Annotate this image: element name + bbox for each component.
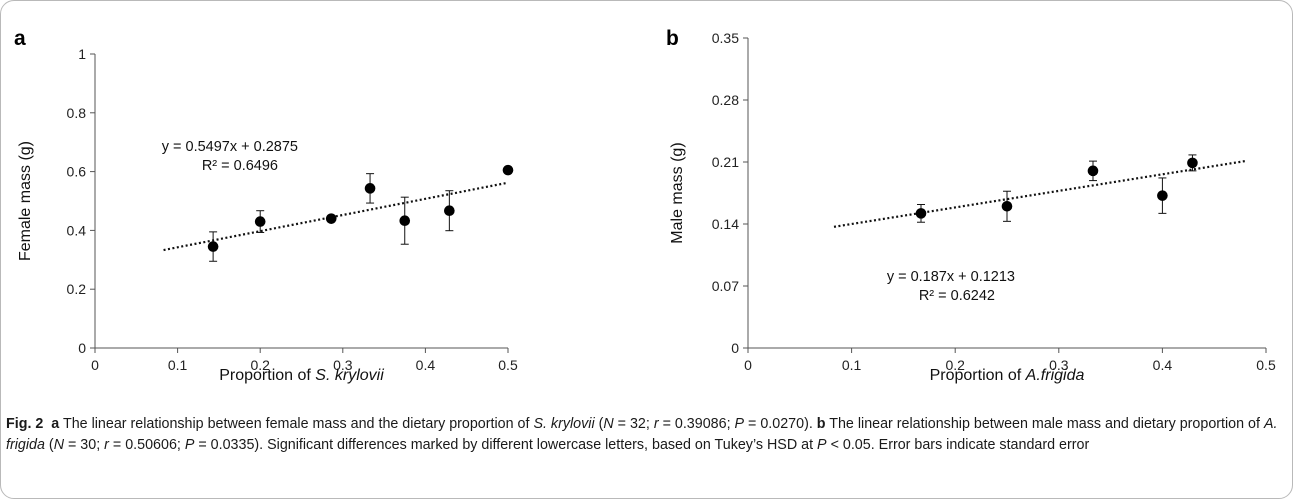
caption-a-text2: (	[594, 416, 604, 432]
x-tick-label: 0.3	[1049, 357, 1069, 373]
chart-b: 0 0.07 0.14 0.21 0.28 0.35 0 0.1 0.2 0.3 0.4 0.5 y =…	[666, 27, 1276, 384]
data-point	[444, 205, 455, 217]
y-tick-label: 0.07	[712, 278, 739, 294]
x-axis-title-prefix: Proportion of	[930, 367, 1026, 384]
caption-b-text2: (	[44, 437, 54, 453]
data-point	[502, 164, 514, 176]
caption-a-label: a	[51, 416, 60, 432]
caption-a-text1: The linear relationship between female m…	[59, 416, 534, 432]
x-axis-title: Proportion of S. krylovii	[219, 367, 384, 384]
y-tick-label: 0.4	[67, 222, 87, 238]
caption-b-species: A. frigida	[6, 416, 1278, 453]
x-tick-label: 0.5	[1256, 357, 1276, 373]
x-tick-label: 0.2	[250, 357, 270, 373]
caption-a-p: P	[734, 416, 745, 432]
y-tick-label: 0.14	[712, 216, 739, 232]
caption-b-text1: The linear relationship between male mas…	[825, 416, 1264, 432]
caption-b-text3: = 30;	[64, 437, 105, 453]
y-tick-label: 0.6	[67, 164, 87, 180]
y-axis-title: Male mass (g)	[669, 142, 686, 243]
regression-equation: y = 0.5497x + 0.2875	[162, 139, 298, 155]
x-tick-label: 0.2	[945, 357, 965, 373]
x-tick-label: 0.3	[333, 357, 353, 373]
data-point	[1187, 157, 1198, 169]
caption-b-text5: = 0.0335). Significant differences marke…	[194, 437, 818, 453]
x-tick-label: 0.1	[842, 357, 862, 373]
x-tick-label: 0	[744, 357, 752, 373]
figure-caption: Fig. 2 a The linear relationship between…	[6, 414, 1281, 456]
caption-fig-label: Fig. 2	[6, 416, 44, 432]
data-point	[364, 183, 376, 194]
caption-b-label: b	[816, 416, 826, 432]
y-tick-label: 0.21	[712, 154, 739, 170]
r-squared-label: R² = 0.6496	[202, 158, 278, 174]
caption-a-text4: = 0.39086;	[658, 416, 735, 432]
x-tick-label: 0.4	[1153, 357, 1173, 373]
x-axis-title: Proportion of A.frigida	[930, 367, 1085, 384]
r-squared-label: R² = 0.6242	[919, 288, 995, 304]
y-tick-label: 0.2	[67, 281, 87, 297]
panel-label: a	[14, 27, 26, 50]
caption-tukey-p: P	[817, 437, 827, 453]
caption-b-text4: = 0.50606;	[108, 437, 185, 453]
x-tick-label: 0	[91, 357, 99, 373]
caption-b-r: r	[104, 437, 109, 453]
panel-label: b	[666, 27, 679, 50]
x-tick-label: 0.5	[498, 357, 518, 373]
caption-a-r: r	[653, 416, 659, 432]
x-axis-title-species: S. krylovii	[315, 367, 384, 384]
x-tick-label: 0.1	[168, 357, 188, 373]
data-point	[399, 215, 411, 226]
x-tick-label: 0.4	[416, 357, 436, 373]
data-point	[325, 213, 337, 224]
chart-a: 0 0.2 0.4 0.6 0.8 1 0 0.1 0.2 0.3 0.4 0.5 y = 0.5497…	[14, 27, 518, 384]
caption-b-n: N	[53, 437, 65, 453]
trendline	[833, 159, 1246, 228]
data-point	[207, 241, 219, 252]
caption-a-species: S. krylovii	[533, 416, 595, 432]
data-point	[1087, 165, 1099, 177]
caption-tukey-text: < 0.05. Error bars indicate standard err…	[826, 437, 1090, 453]
x-axis-title-prefix: Proportion of	[219, 367, 315, 384]
y-tick-label: 1	[78, 46, 86, 62]
caption-a-text5: = 0.0270).	[744, 416, 817, 432]
data-point	[915, 208, 927, 219]
y-tick-label: 0.35	[712, 30, 739, 46]
y-axis-title: Female mass (g)	[17, 141, 34, 261]
data-point	[254, 216, 266, 227]
y-tick-label: 0	[78, 340, 86, 356]
data-point	[1001, 200, 1013, 212]
caption-a-n: N	[603, 416, 614, 432]
caption-b-p: P	[184, 437, 195, 453]
x-axis-title-species: A.frigida	[1025, 367, 1085, 384]
regression-equation: y = 0.187x + 0.1213	[887, 269, 1015, 285]
y-tick-label: 0.28	[712, 92, 739, 108]
charts-canvas: 0 0.2 0.4 0.6 0.8 1 0 0.1 0.2 0.3 0.4 0.5 y = 0.5497…	[14, 27, 1276, 384]
y-tick-label: 0.8	[67, 105, 87, 121]
data-point	[1157, 190, 1168, 201]
caption-a-text3: = 32;	[613, 416, 654, 432]
y-tick-label: 0	[731, 340, 739, 356]
